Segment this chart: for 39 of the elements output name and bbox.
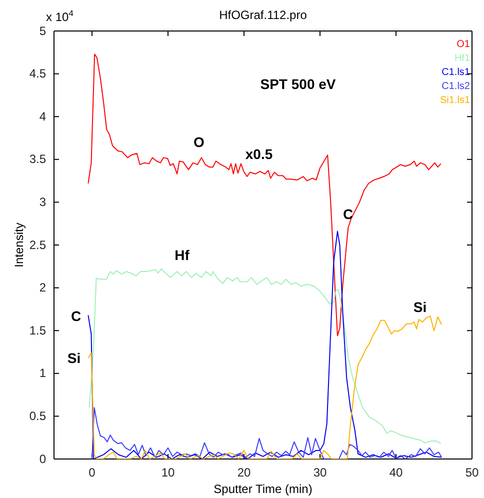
x-tick-label: 50 <box>465 466 479 480</box>
x-tick-label: 20 <box>237 466 251 480</box>
line-series <box>88 316 442 459</box>
x-tick-label: 10 <box>161 466 175 480</box>
line-series <box>88 268 442 444</box>
annotation: O <box>194 134 205 150</box>
y-tick-label: 5 <box>39 24 46 38</box>
y-tick-label: 2.5 <box>29 238 46 252</box>
y-tick-label: 1 <box>39 366 46 380</box>
annotation: C <box>70 308 82 324</box>
y-axis-title: Intensity <box>12 222 26 268</box>
x-tick-label: 30 <box>313 466 327 480</box>
chart-title: HfOGraf.112.pro <box>219 8 308 22</box>
y-tick-label: 0 <box>39 452 46 466</box>
y-tick-label: 4.5 <box>29 66 46 81</box>
text: C1.ls1 <box>442 67 470 78</box>
y-tick-label: 2 <box>39 280 46 295</box>
x-tick-label: 0 <box>88 466 96 480</box>
y-tick-label: 1.5 <box>29 323 46 338</box>
line-series <box>88 54 442 336</box>
text: Hf1 <box>454 53 470 64</box>
y-tick-label: 0.5 <box>29 409 46 424</box>
text: O1 <box>456 39 470 50</box>
annotation: Si <box>413 298 427 315</box>
y-tick-label: 4 <box>39 109 46 124</box>
x-tick-label: 40 <box>389 466 403 480</box>
text: Si1.ls1 <box>440 95 470 106</box>
text: x 10$^{4}$ <box>46 8 74 24</box>
annotation: C <box>342 206 354 222</box>
annotation: Si <box>67 350 81 366</box>
annotation: SPT 500 eV <box>260 76 336 92</box>
line-series <box>88 230 442 459</box>
y-tick-label: 3 <box>39 195 46 210</box>
line-series <box>92 407 442 459</box>
x-axis-title: Sputter Time (min) <box>214 482 312 496</box>
y-tick-label: 3.5 <box>29 152 46 166</box>
annotation: Hf <box>174 246 190 263</box>
text: C1.ls2 <box>442 81 470 92</box>
annotation: x0.5 <box>245 146 273 162</box>
